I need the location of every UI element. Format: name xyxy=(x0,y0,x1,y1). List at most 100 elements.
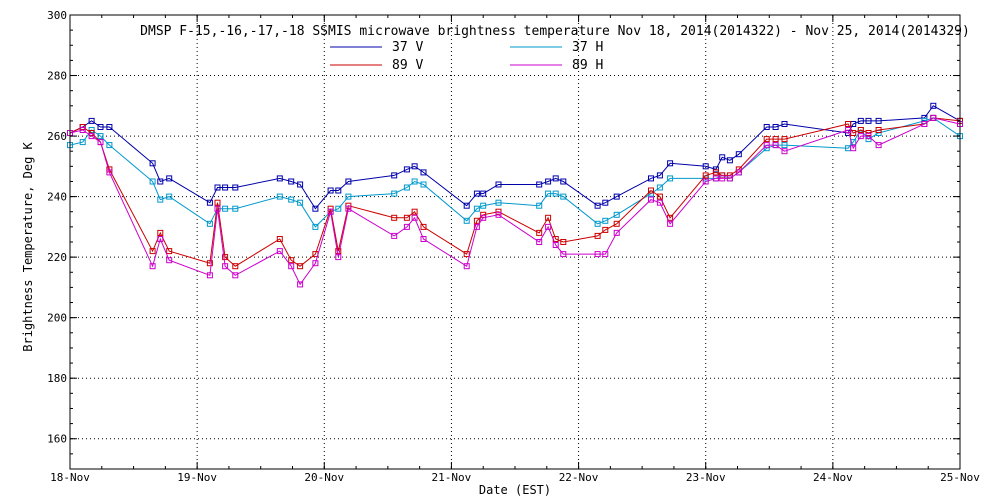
data-point xyxy=(403,223,410,230)
data-point xyxy=(857,117,864,124)
y-tick-label: 260 xyxy=(47,130,67,143)
data-point xyxy=(411,214,418,221)
data-point xyxy=(712,175,719,182)
data-point xyxy=(857,133,864,140)
data-point xyxy=(420,169,427,176)
data-point xyxy=(288,196,295,203)
data-point xyxy=(480,190,487,197)
plot-frame xyxy=(69,14,961,470)
data-point xyxy=(312,260,319,267)
data-point xyxy=(781,148,788,155)
data-point xyxy=(850,145,857,152)
data-point xyxy=(391,190,398,197)
data-point xyxy=(214,205,221,212)
data-point xyxy=(166,175,173,182)
data-point xyxy=(222,263,229,270)
data-point xyxy=(149,178,156,185)
data-point xyxy=(613,220,620,227)
y-tick-label: 160 xyxy=(47,433,67,446)
data-point xyxy=(166,248,173,255)
data-point xyxy=(536,181,543,188)
data-point xyxy=(845,121,852,127)
data-point xyxy=(214,199,221,206)
data-point xyxy=(297,181,304,188)
data-point xyxy=(345,178,352,185)
data-point xyxy=(781,142,788,149)
data-point xyxy=(149,248,156,255)
series-37-h xyxy=(67,114,963,230)
data-point xyxy=(312,223,319,230)
data-point xyxy=(232,205,239,212)
chart-title: DMSP F-15,-16,-17,-18 SSMIS microwave br… xyxy=(140,24,970,39)
y-tick-label: 240 xyxy=(47,191,67,204)
data-point xyxy=(420,236,427,242)
legend-item-37-v: 37 V xyxy=(330,40,423,55)
y-tick-label: 300 xyxy=(47,9,67,22)
legend: 37 V 37 H 89 V 89 H xyxy=(330,40,603,73)
data-point xyxy=(97,139,104,146)
data-point xyxy=(875,127,882,133)
data-point xyxy=(345,193,352,200)
x-axis-ticks: 18-Nov 19-Nov 20-Nov 21-Nov 22-Nov 23-Nov 24-N… xyxy=(50,15,980,484)
data-point xyxy=(391,232,398,239)
data-point xyxy=(719,154,726,161)
data-point xyxy=(206,220,213,227)
x-tick-label: 23-Nov xyxy=(686,471,726,484)
data-point xyxy=(297,199,304,206)
data-point xyxy=(667,160,674,167)
data-point xyxy=(335,248,342,255)
data-point xyxy=(656,172,663,179)
data-point xyxy=(772,124,779,130)
series-89-v xyxy=(67,114,963,270)
data-point xyxy=(545,214,552,221)
x-tick-label: 19-Nov xyxy=(177,471,217,484)
data-point xyxy=(772,136,779,143)
data-point xyxy=(613,193,620,200)
x-tick-label: 25-Nov xyxy=(940,471,980,484)
y-axis-label: Brightness Temperature, Deg K xyxy=(21,141,35,351)
data-point xyxy=(403,214,410,221)
data-point xyxy=(875,142,882,149)
data-point xyxy=(97,133,104,140)
data-point xyxy=(480,202,487,209)
data-point xyxy=(594,251,601,258)
data-point xyxy=(97,124,104,130)
data-point xyxy=(288,263,295,270)
legend-label: 37 H xyxy=(572,40,603,55)
data-point xyxy=(763,136,770,143)
series-line-89-h xyxy=(69,117,961,286)
data-point xyxy=(560,193,567,200)
data-point xyxy=(656,199,663,206)
data-point xyxy=(763,124,770,130)
y-axis-ticks: 160 180 200 220 240 260 280 300 xyxy=(47,9,960,470)
data-point xyxy=(726,175,733,182)
data-point xyxy=(594,232,601,239)
data-point xyxy=(276,236,283,242)
legend-label: 89 V xyxy=(392,58,423,73)
x-tick-label: 20-Nov xyxy=(304,471,344,484)
data-point xyxy=(712,169,719,176)
data-point xyxy=(106,124,113,130)
data-point xyxy=(656,184,663,191)
data-point xyxy=(845,127,852,133)
data-point xyxy=(411,208,418,215)
data-point xyxy=(88,133,95,140)
legend-item-89-h: 89 H xyxy=(510,58,603,73)
data-point xyxy=(875,117,882,124)
legend-label: 37 V xyxy=(392,40,423,55)
data-point xyxy=(79,139,86,146)
data-point xyxy=(667,175,674,182)
data-point xyxy=(495,181,502,188)
data-point xyxy=(545,178,552,185)
data-point xyxy=(206,272,213,279)
data-point xyxy=(473,205,480,212)
x-tick-label: 18-Nov xyxy=(50,471,90,484)
x-tick-label: 22-Nov xyxy=(559,471,599,484)
data-point xyxy=(602,199,609,206)
data-point xyxy=(536,239,543,245)
data-point xyxy=(403,184,410,191)
series-37-v xyxy=(67,102,963,212)
data-point xyxy=(560,239,567,245)
data-point xyxy=(552,242,559,248)
